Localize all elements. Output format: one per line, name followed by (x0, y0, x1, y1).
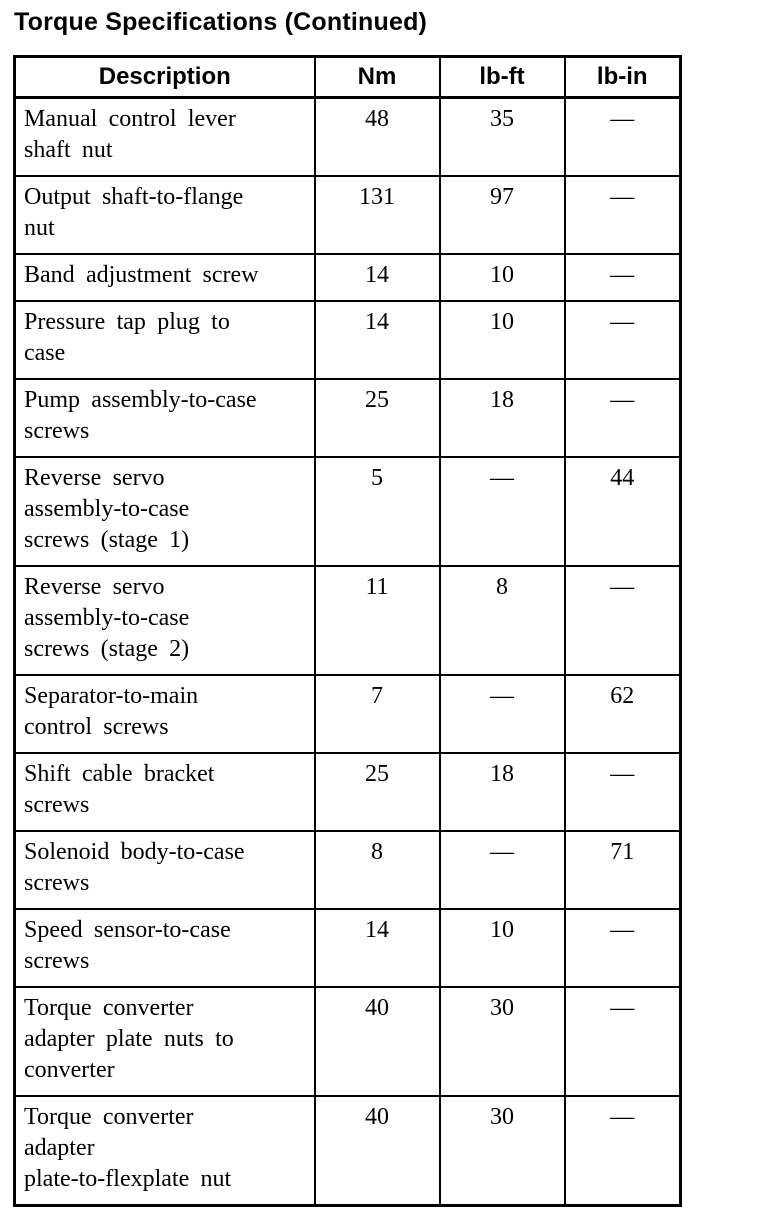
lbft-cell: 10 (438, 300, 566, 380)
description-cell: Reverse servo assembly-to-case screws (s… (13, 565, 316, 676)
column-header-description: Description (13, 55, 316, 99)
description-cell: Solenoid body-to-case screws (13, 830, 316, 910)
description-cell: Pressure tap plug to case (13, 300, 316, 380)
table-row: Band adjustment screw 14 10 — (13, 253, 682, 302)
lbft-cell: — (438, 830, 566, 910)
nm-cell: 40 (313, 986, 441, 1097)
lbin-cell: — (563, 300, 682, 380)
nm-cell: 11 (313, 565, 441, 676)
lbin-cell: — (563, 1095, 682, 1207)
lbft-cell: — (438, 456, 566, 567)
lbin-cell: 71 (563, 830, 682, 910)
lbft-cell: 18 (438, 378, 566, 458)
lbin-cell: — (563, 253, 682, 302)
table-row: Torque converter adapter plate-to-flexpl… (13, 1095, 682, 1207)
table-row: Reverse servo assembly-to-case screws (s… (13, 565, 682, 676)
lbft-cell: 10 (438, 253, 566, 302)
nm-cell: 48 (313, 96, 441, 177)
description-cell: Torque converter adapter plate-to-flexpl… (13, 1095, 316, 1207)
header-row: Description Nm lb-ft lb-in (13, 55, 682, 99)
table-row: Pressure tap plug to case 14 10 — (13, 300, 682, 380)
lbft-cell: 10 (438, 908, 566, 988)
nm-cell: 14 (313, 300, 441, 380)
page-title: Torque Specifications (Continued) (14, 8, 428, 36)
column-header-lbin: lb-in (563, 55, 682, 99)
lbin-cell: — (563, 378, 682, 458)
description-cell: Separator-to-main control screws (13, 674, 316, 754)
table-row: Shift cable bracket screws 25 18 — (13, 752, 682, 832)
description-cell: Manual control lever shaft nut (13, 96, 316, 177)
lbft-cell: 18 (438, 752, 566, 832)
lbin-cell: 44 (563, 456, 682, 567)
description-cell: Output shaft-to-flange nut (13, 175, 316, 255)
nm-cell: 25 (313, 378, 441, 458)
description-cell: Reverse servo assembly-to-case screws (s… (13, 456, 316, 567)
lbft-cell: — (438, 674, 566, 754)
lbft-cell: 8 (438, 565, 566, 676)
lbin-cell: — (563, 175, 682, 255)
table-row: Solenoid body-to-case screws 8 — 71 (13, 830, 682, 910)
description-cell: Band adjustment screw (13, 253, 316, 302)
lbin-cell: 62 (563, 674, 682, 754)
lbft-cell: 35 (438, 96, 566, 177)
lbft-cell: 30 (438, 986, 566, 1097)
lbft-cell: 97 (438, 175, 566, 255)
table-row: Manual control lever shaft nut 48 35 — (13, 96, 682, 177)
lbin-cell: — (563, 565, 682, 676)
table-row: Separator-to-main control screws 7 — 62 (13, 674, 682, 754)
description-cell: Pump assembly-to-case screws (13, 378, 316, 458)
nm-cell: 7 (313, 674, 441, 754)
nm-cell: 14 (313, 253, 441, 302)
table-row: Reverse servo assembly-to-case screws (s… (13, 456, 682, 567)
column-header-lbft: lb-ft (438, 55, 566, 99)
lbft-cell: 30 (438, 1095, 566, 1207)
table-row: Output shaft-to-flange nut 131 97 — (13, 175, 682, 255)
lbin-cell: — (563, 986, 682, 1097)
nm-cell: 5 (313, 456, 441, 567)
lbin-cell: — (563, 752, 682, 832)
nm-cell: 8 (313, 830, 441, 910)
lbin-cell: — (563, 96, 682, 177)
table-row: Pump assembly-to-case screws 25 18 — (13, 378, 682, 458)
nm-cell: 131 (313, 175, 441, 255)
description-cell: Shift cable bracket screws (13, 752, 316, 832)
torque-specifications-table: Description Nm lb-ft lb-in Manual contro… (13, 55, 682, 1207)
nm-cell: 25 (313, 752, 441, 832)
nm-cell: 40 (313, 1095, 441, 1207)
description-cell: Speed sensor-to-case screws (13, 908, 316, 988)
column-header-nm: Nm (313, 55, 441, 99)
table-row: Speed sensor-to-case screws 14 10 — (13, 908, 682, 988)
nm-cell: 14 (313, 908, 441, 988)
description-cell: Torque converter adapter plate nuts to c… (13, 986, 316, 1097)
lbin-cell: — (563, 908, 682, 988)
table-row: Torque converter adapter plate nuts to c… (13, 986, 682, 1097)
